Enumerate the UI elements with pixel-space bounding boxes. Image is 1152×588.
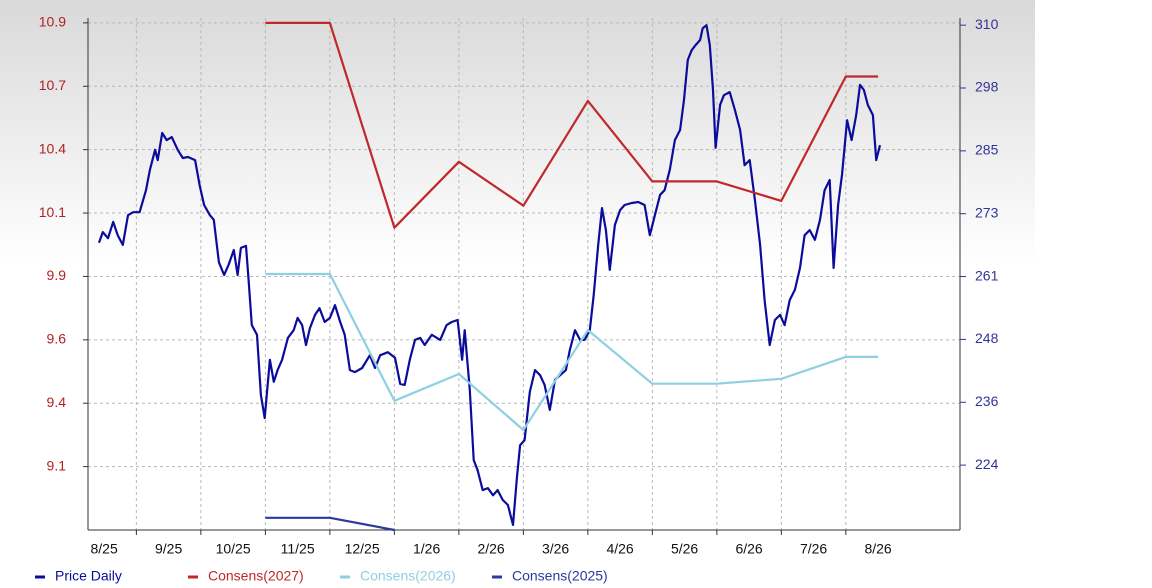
y2-tick-label: 310 — [975, 16, 999, 32]
x-tick-label: 8/25 — [90, 541, 117, 557]
y2-tick-label: 236 — [975, 393, 999, 409]
y-tick-label: 10.7 — [39, 77, 66, 93]
x-tick-label: 11/25 — [281, 541, 315, 557]
y2-tick-label: 261 — [975, 267, 999, 283]
x-tick-label: 8/26 — [864, 541, 891, 557]
y-tick-label: 10.1 — [39, 204, 66, 220]
y2-tick-label: 285 — [975, 142, 999, 158]
y2-tick-label: 273 — [975, 204, 999, 220]
y-tick-label: 9.9 — [47, 267, 67, 283]
x-tick-label: 12/25 — [345, 541, 380, 557]
x-tick-label: 4/26 — [606, 541, 633, 557]
x-tick-label: 9/25 — [155, 541, 182, 557]
legend-label: Price Daily — [55, 568, 122, 584]
series-line — [265, 21, 879, 229]
legend-label: Consens(2027) — [208, 568, 304, 584]
x-tick-label: 6/26 — [735, 541, 762, 557]
series-line — [265, 516, 395, 532]
background — [0, 0, 1035, 588]
y-tick-label: 10.4 — [39, 140, 66, 156]
x-tick-label: 1/26 — [413, 541, 440, 557]
legend-label: Consens(2025) — [512, 568, 608, 584]
y-tick-label: 9.1 — [47, 457, 67, 473]
x-tick-label: 10/25 — [216, 541, 251, 557]
y-tick-label: 10.9 — [39, 14, 66, 30]
x-tick-label: 7/26 — [800, 541, 827, 557]
x-tick-label: 3/26 — [542, 541, 569, 557]
y2-tick-label: 224 — [975, 456, 999, 472]
legend-label: Consens(2026) — [360, 568, 456, 584]
series-line — [265, 272, 879, 432]
y-tick-label: 9.6 — [47, 331, 67, 347]
x-tick-label: 2/26 — [477, 541, 504, 557]
x-tick-label: 5/26 — [671, 541, 698, 557]
y-tick-label: 9.4 — [47, 394, 67, 410]
y2-tick-label: 248 — [975, 330, 999, 346]
series-line — [97, 24, 882, 526]
y2-tick-label: 298 — [975, 79, 999, 95]
